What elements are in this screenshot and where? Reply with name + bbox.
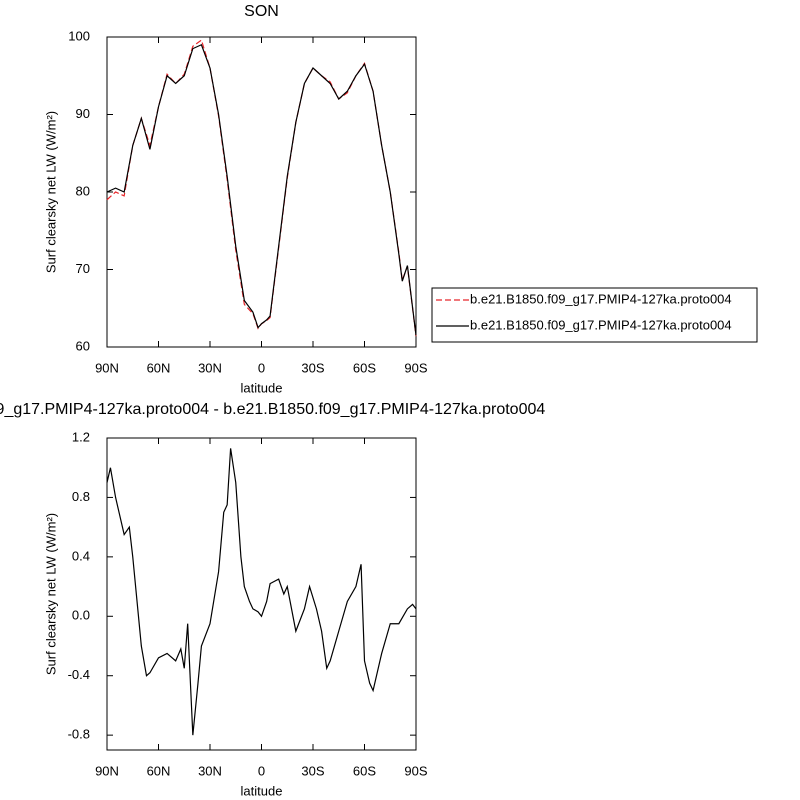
- x-axis-label: latitude: [241, 783, 283, 798]
- x-tick-label: 30N: [198, 763, 222, 778]
- y-tick-label: 0.8: [72, 489, 90, 504]
- y-tick-label: -0.4: [68, 667, 90, 682]
- y-axis-label: Surf clearsky net LW (W/m²): [43, 111, 58, 273]
- x-tick-label: 60N: [147, 763, 171, 778]
- data-line: [106, 448, 417, 736]
- legend-label: b.e21.B1850.f09_g17.PMIP4-127ka.proto004: [470, 291, 732, 306]
- y-tick-label: 80: [76, 183, 90, 198]
- x-tick-label: 30S: [301, 360, 324, 375]
- data-line: [106, 43, 417, 336]
- x-axis-label: latitude: [241, 380, 283, 395]
- y-tick-label: 100: [68, 28, 90, 43]
- x-tick-label: 60S: [353, 763, 376, 778]
- x-tick-label: 0: [258, 763, 265, 778]
- plot-frame: [106, 36, 417, 348]
- y-tick-label: 90: [76, 106, 90, 121]
- x-tick-label: 90S: [404, 360, 427, 375]
- legend-box: [431, 287, 758, 343]
- x-tick-label: 60S: [353, 360, 376, 375]
- x-tick-label: 90S: [404, 763, 427, 778]
- y-axis-label: Surf clearsky net LW (W/m²): [43, 513, 58, 675]
- chart-title: SON: [244, 3, 279, 20]
- y-tick-label: 0.4: [72, 548, 90, 563]
- y-tick-label: 70: [76, 261, 90, 276]
- data-line: [106, 39, 417, 337]
- x-tick-label: 0: [258, 360, 265, 375]
- chart-title: .f09_g17.PMIP4-127ka.proto004 - b.e21.B1…: [0, 401, 545, 418]
- plot-frame: [106, 437, 417, 751]
- y-tick-label: 60: [76, 338, 90, 353]
- x-tick-label: 90N: [95, 763, 119, 778]
- y-tick-label: 1.2: [72, 429, 90, 444]
- y-tick-label: 0.0: [72, 608, 90, 623]
- x-tick-label: 60N: [147, 360, 171, 375]
- x-tick-label: 30N: [198, 360, 222, 375]
- legend-label: b.e21.B1850.f09_g17.PMIP4-127ka.proto004: [470, 317, 732, 332]
- y-tick-label: -0.8: [68, 727, 90, 742]
- x-tick-label: 90N: [95, 360, 119, 375]
- x-tick-label: 30S: [301, 763, 324, 778]
